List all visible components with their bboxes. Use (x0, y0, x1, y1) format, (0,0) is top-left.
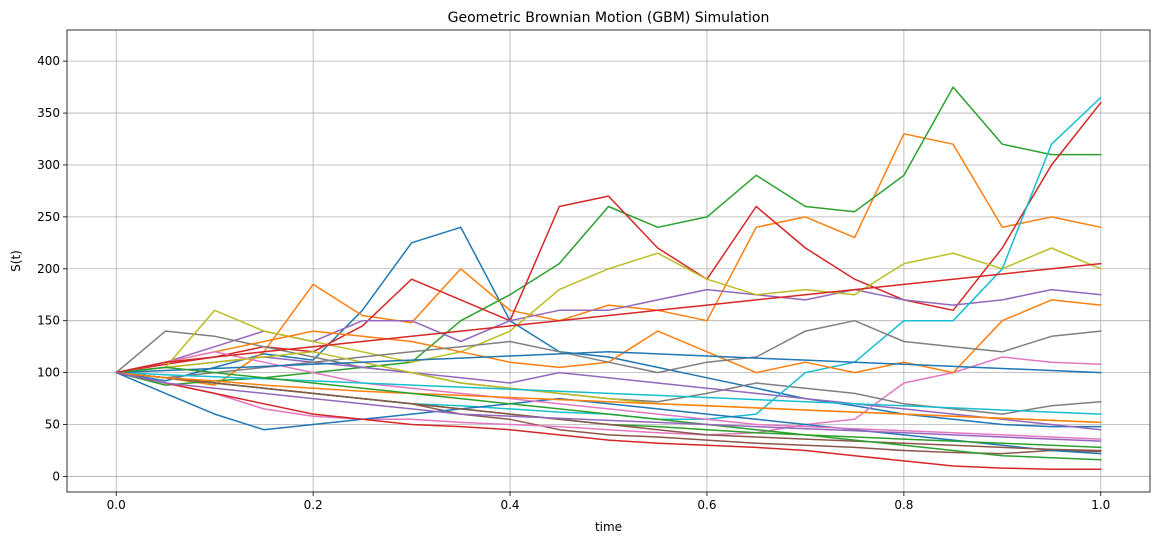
series-line-3 (115, 86, 1102, 386)
series-lines (115, 86, 1102, 470)
y-tick-label: 400 (37, 54, 60, 68)
series-line-24 (115, 262, 1102, 374)
y-tick-label: 50 (45, 418, 60, 432)
series-line-13 (115, 371, 1102, 449)
series-line-23 (115, 366, 1102, 461)
series-line-9 (115, 247, 1102, 374)
y-tick-label: 0 (52, 469, 60, 483)
series-line-16 (115, 371, 1102, 452)
x-tick-label: 0.8 (894, 498, 913, 512)
x-tick-label: 0.4 (500, 498, 519, 512)
series-line-2 (115, 133, 1102, 386)
series-line-18 (115, 319, 1102, 379)
series-line-15 (115, 356, 1102, 431)
y-tick-label: 300 (37, 158, 60, 172)
y-axis-label: S(t) (9, 250, 23, 272)
y-tick-label: 200 (37, 262, 60, 276)
series-line-11 (115, 371, 1102, 455)
y-tick-label: 100 (37, 366, 60, 380)
series-line-22 (115, 371, 1102, 424)
y-tick-label: 150 (37, 314, 60, 328)
series-line-10 (115, 96, 1102, 421)
series-line-1 (115, 226, 1102, 428)
plot-frame (66, 29, 1151, 493)
series-line-7 (115, 356, 1102, 436)
grid (67, 30, 1150, 492)
series-line-17 (115, 351, 1102, 440)
axis-ticks: 0.0 0.2 0.4 0.6 0.8 1.0 0 50 100 150 200 250 300 350 4… (37, 54, 1110, 512)
x-tick-label: 0.6 (697, 498, 716, 512)
series-line-4 (115, 101, 1102, 374)
x-tick-label: 0.0 (107, 498, 126, 512)
x-tick-label: 0.2 (304, 498, 323, 512)
chart-title: Geometric Brownian Motion (GBM) Simulati… (448, 10, 770, 26)
y-tick-label: 250 (37, 210, 60, 224)
series-line-25 (115, 371, 1102, 442)
series-line-21 (115, 351, 1102, 374)
x-tick-label: 1.0 (1091, 498, 1110, 512)
y-tick-label: 350 (37, 106, 60, 120)
x-axis-label: time (595, 520, 622, 534)
series-line-14 (115, 371, 1102, 470)
